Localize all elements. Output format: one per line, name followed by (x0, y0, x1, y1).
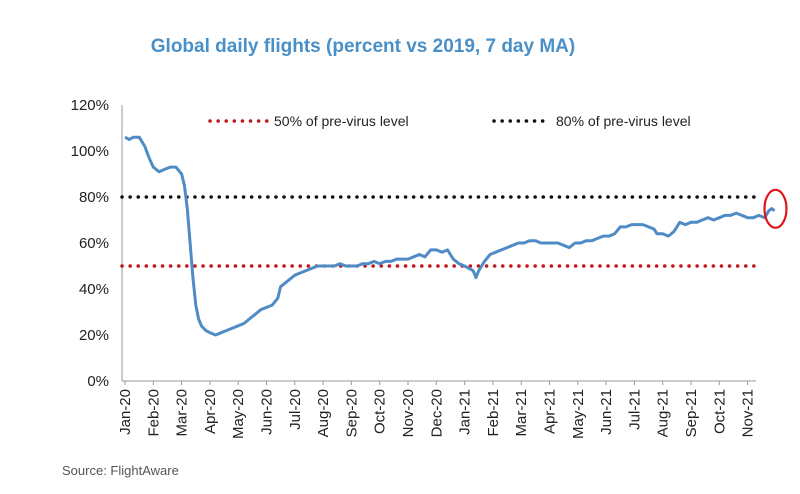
x-tick-label: Jul-21 (626, 389, 643, 430)
y-tick-label: 0% (87, 373, 109, 390)
y-tick-label: 100% (71, 143, 109, 160)
x-tick-label: Nov-20 (400, 389, 417, 437)
x-tick-label: Mar-21 (513, 389, 530, 437)
x-tick-label: Mar-20 (174, 389, 191, 437)
x-tick-label: Feb-20 (145, 389, 162, 437)
y-tick-label: 40% (79, 281, 109, 298)
x-tick-label: Jun-20 (259, 389, 276, 435)
y-axis: 0% 20% 40% 60% 80% 100% 120% (71, 97, 123, 390)
x-axis: Jan-20 Feb-20 Mar-20 Apr-20 May-20 Jun-20 Jul-… (117, 380, 757, 439)
x-tick-label: Jul-20 (287, 389, 304, 430)
x-tick-label: Aug-21 (655, 389, 672, 437)
x-tick-label: Aug-20 (315, 389, 332, 437)
y-tick-label: 80% (79, 189, 109, 206)
chart-title: Global daily flights (percent vs 2019, 7… (151, 36, 575, 57)
x-tick-label: Apr-21 (542, 389, 559, 434)
legend-label-50: 50% of pre-virus level (274, 113, 409, 129)
x-tick-label: Apr-20 (202, 389, 219, 434)
legend-label-80: 80% of pre-virus level (556, 113, 691, 129)
y-tick-label: 120% (71, 97, 109, 114)
series-line-global-flights (124, 135, 776, 337)
x-tick-label: May-20 (230, 389, 247, 439)
x-tick-label: Nov-21 (740, 389, 757, 437)
x-tick-label: Oct-20 (372, 389, 389, 434)
legend: 50% of pre-virus level 80% of pre-virus … (208, 113, 691, 129)
reference-lines (120, 195, 758, 268)
y-tick-label: 60% (79, 235, 109, 252)
source-note: Source: FlightAware (62, 463, 179, 478)
x-tick-label: Sep-20 (343, 389, 360, 437)
x-tick-label: Dec-20 (428, 389, 445, 437)
x-tick-label: Oct-21 (711, 389, 728, 434)
y-tick-label: 20% (79, 327, 109, 344)
x-tick-label: Sep-21 (683, 389, 700, 437)
x-tick-label: Jan-20 (117, 389, 134, 435)
x-tick-label: Jun-21 (598, 389, 615, 435)
x-tick-label: Feb-21 (485, 389, 502, 437)
x-tick-label: Jan-21 (457, 389, 474, 435)
x-tick-label: May-21 (570, 389, 587, 439)
highlight-circle (763, 188, 788, 229)
